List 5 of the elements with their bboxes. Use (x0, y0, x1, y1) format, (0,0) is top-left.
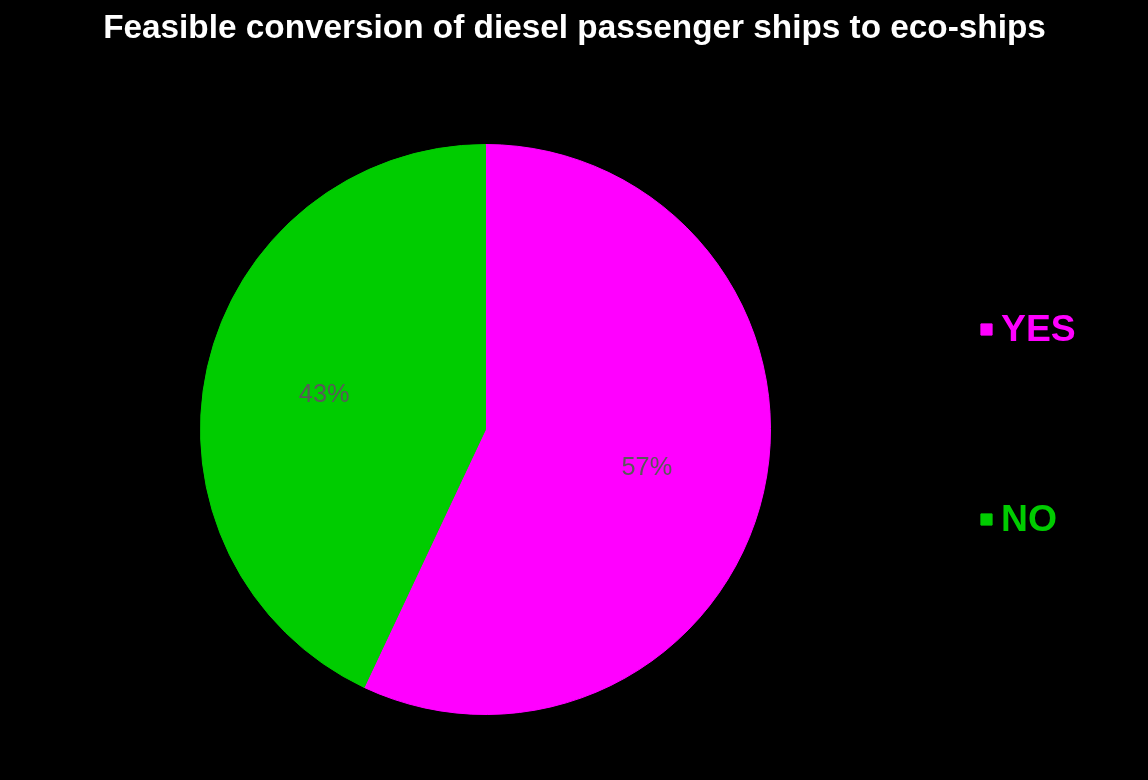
legend-label: NO (1001, 497, 1057, 540)
data-label: 43% (298, 379, 350, 408)
legend-label: YES (1001, 307, 1076, 350)
chart-title: Feasible conversion of diesel passenger ships to eco-ships (103, 7, 1046, 45)
data-label: 57% (621, 451, 673, 480)
